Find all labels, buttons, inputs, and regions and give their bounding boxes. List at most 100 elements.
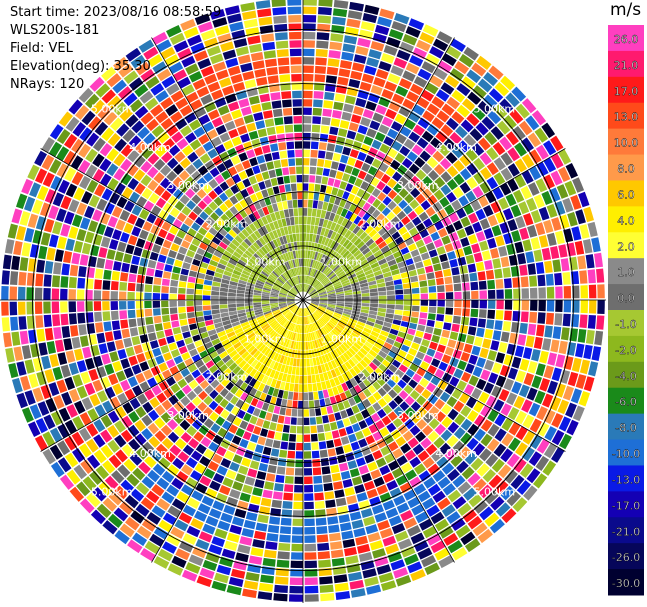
range-gate-cell: [146, 118, 159, 132]
range-gate-cell: [173, 355, 183, 365]
range-gate-cell: [314, 321, 320, 330]
range-gate-cell: [85, 357, 95, 370]
range-gate-cell: [480, 419, 493, 432]
range-gate-cell: [219, 132, 231, 143]
range-gate-cell: [312, 116, 322, 125]
range-gate-cell: [180, 268, 189, 276]
range-gate-cell: [98, 481, 113, 496]
range-gate-cell: [172, 176, 184, 188]
range-gate-cell: [407, 210, 418, 221]
range-gate-cell: [219, 300, 228, 305]
range-gate-cell: [347, 157, 356, 167]
range-gate-cell: [500, 256, 510, 268]
range-gate-cell: [377, 398, 387, 408]
range-gate-cell: [147, 54, 163, 68]
range-gate-cell: [378, 295, 387, 300]
range-gate-cell: [319, 133, 329, 142]
range-gate-cell: [494, 480, 509, 495]
range-gate-cell: [304, 501, 314, 510]
range-gate-cell: [289, 383, 295, 392]
range-gate-cell: [285, 281, 292, 289]
range-gate-cell: [288, 158, 296, 167]
range-gate-cell: [453, 220, 463, 231]
range-gate-cell: [282, 235, 288, 244]
range-gate-cell: [222, 354, 231, 364]
range-gate-cell: [235, 222, 245, 232]
range-gate-cell: [216, 465, 228, 476]
range-gate-cell: [148, 409, 160, 422]
range-gate-cell: [49, 159, 62, 174]
range-gate-cell: [519, 358, 530, 372]
range-gate-cell: [237, 409, 246, 419]
range-gate-cell: [154, 185, 165, 197]
range-gate-cell: [545, 273, 554, 286]
range-gate-cell: [160, 345, 170, 354]
range-gate-cell: [211, 89, 224, 101]
range-gate-cell: [43, 301, 51, 314]
range-gate-cell: [366, 584, 382, 595]
range-gate-cell: [333, 313, 341, 319]
range-gate-cell: [317, 551, 331, 560]
range-gate-cell: [220, 458, 232, 469]
range-gate-cell: [295, 451, 303, 459]
range-gate-cell: [290, 260, 295, 268]
range-gate-cell: [279, 381, 286, 390]
range-gate-cell: [309, 289, 316, 295]
range-gate-cell: [144, 308, 153, 317]
range-gate-cell: [518, 120, 533, 136]
range-gate-cell: [335, 171, 344, 180]
range-gate-cell: [92, 153, 105, 168]
range-gate-cell: [320, 457, 330, 467]
range-gate-cell: [72, 416, 85, 430]
range-gate-cell: [288, 279, 294, 287]
range-gate-cell: [171, 555, 187, 568]
range-gate-cell: [331, 329, 339, 337]
range-gate-cell: [209, 259, 219, 267]
range-gate-cell: [505, 92, 520, 108]
range-gate-cell: [243, 114, 254, 124]
range-gate-cell: [354, 178, 363, 188]
range-gate-cell: [241, 457, 251, 467]
range-gate-cell: [352, 62, 365, 72]
range-gate-cell: [434, 368, 445, 379]
range-gate-cell: [332, 386, 339, 396]
range-gate-cell: [326, 405, 334, 414]
range-gate-cell: [282, 253, 288, 262]
range-gate-cell: [308, 287, 314, 294]
range-gate-cell: [473, 401, 485, 413]
range-gate-cell: [252, 60, 265, 70]
range-gate-cell: [471, 290, 479, 299]
range-gate-cell: [368, 49, 382, 60]
range-gate-cell: [284, 416, 291, 425]
range-gate-cell: [199, 261, 209, 269]
range-gate-cell: [388, 389, 398, 399]
range-gate-cell: [294, 267, 298, 276]
range-gate-cell: [446, 117, 459, 131]
range-gate-cell: [310, 303, 318, 308]
range-gate-cell: [235, 552, 249, 563]
range-gate-cell: [312, 280, 319, 287]
range-gate-cell: [181, 352, 191, 361]
range-gate-cell: [113, 101, 128, 116]
range-gate-cell: [303, 149, 310, 158]
range-gate-cell: [419, 377, 430, 388]
range-gate-cell: [403, 339, 412, 347]
range-gate-cell: [307, 306, 313, 314]
range-gate-cell: [267, 404, 275, 413]
range-gate-cell: [1, 286, 9, 300]
range-gate-cell: [271, 151, 280, 160]
range-gate-cell: [314, 270, 320, 279]
range-gate-cell: [81, 242, 92, 255]
range-gate-cell: [351, 356, 359, 365]
range-gate-cell: [466, 113, 480, 127]
range-gate-cell: [294, 375, 299, 384]
range-gate-cell: [500, 167, 513, 181]
range-gate-cell: [225, 246, 235, 255]
range-gate-cell: [261, 365, 269, 375]
range-gate-cell: [434, 270, 443, 279]
range-gate-cell: [92, 379, 104, 392]
range-gate-cell: [543, 174, 555, 189]
range-gate-cell: [70, 325, 79, 337]
range-gate-cell: [118, 86, 133, 100]
range-gate-cell: [312, 269, 317, 277]
